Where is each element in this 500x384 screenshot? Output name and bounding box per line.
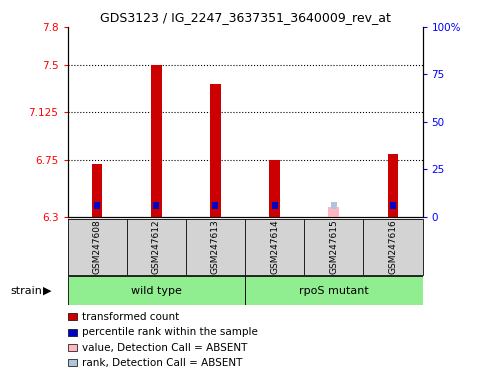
Text: percentile rank within the sample: percentile rank within the sample xyxy=(82,327,258,337)
Text: wild type: wild type xyxy=(131,286,182,296)
Title: GDS3123 / IG_2247_3637351_3640009_rev_at: GDS3123 / IG_2247_3637351_3640009_rev_at xyxy=(100,11,391,24)
Bar xyxy=(94,202,100,209)
Bar xyxy=(212,202,218,209)
Bar xyxy=(272,202,278,209)
Text: transformed count: transformed count xyxy=(82,312,180,322)
Bar xyxy=(331,202,336,209)
Text: GSM247613: GSM247613 xyxy=(211,219,220,274)
Bar xyxy=(270,160,280,217)
Bar xyxy=(245,276,422,305)
Bar xyxy=(388,154,398,217)
Text: GSM247616: GSM247616 xyxy=(388,219,398,274)
Bar xyxy=(68,276,245,305)
Text: value, Detection Call = ABSENT: value, Detection Call = ABSENT xyxy=(82,343,248,353)
Bar xyxy=(328,207,339,217)
Text: GSM247612: GSM247612 xyxy=(152,219,161,274)
Bar xyxy=(390,202,396,209)
Text: rank, Detection Call = ABSENT: rank, Detection Call = ABSENT xyxy=(82,358,243,368)
Text: rpoS mutant: rpoS mutant xyxy=(299,286,368,296)
Text: GSM247608: GSM247608 xyxy=(92,219,102,274)
Text: strain: strain xyxy=(10,286,42,296)
Bar xyxy=(92,164,102,217)
Text: GSM247615: GSM247615 xyxy=(329,219,338,274)
Bar xyxy=(151,65,162,217)
Text: ▶: ▶ xyxy=(42,286,51,296)
Text: GSM247614: GSM247614 xyxy=(270,219,279,274)
Bar xyxy=(154,202,159,209)
Bar xyxy=(210,84,220,217)
